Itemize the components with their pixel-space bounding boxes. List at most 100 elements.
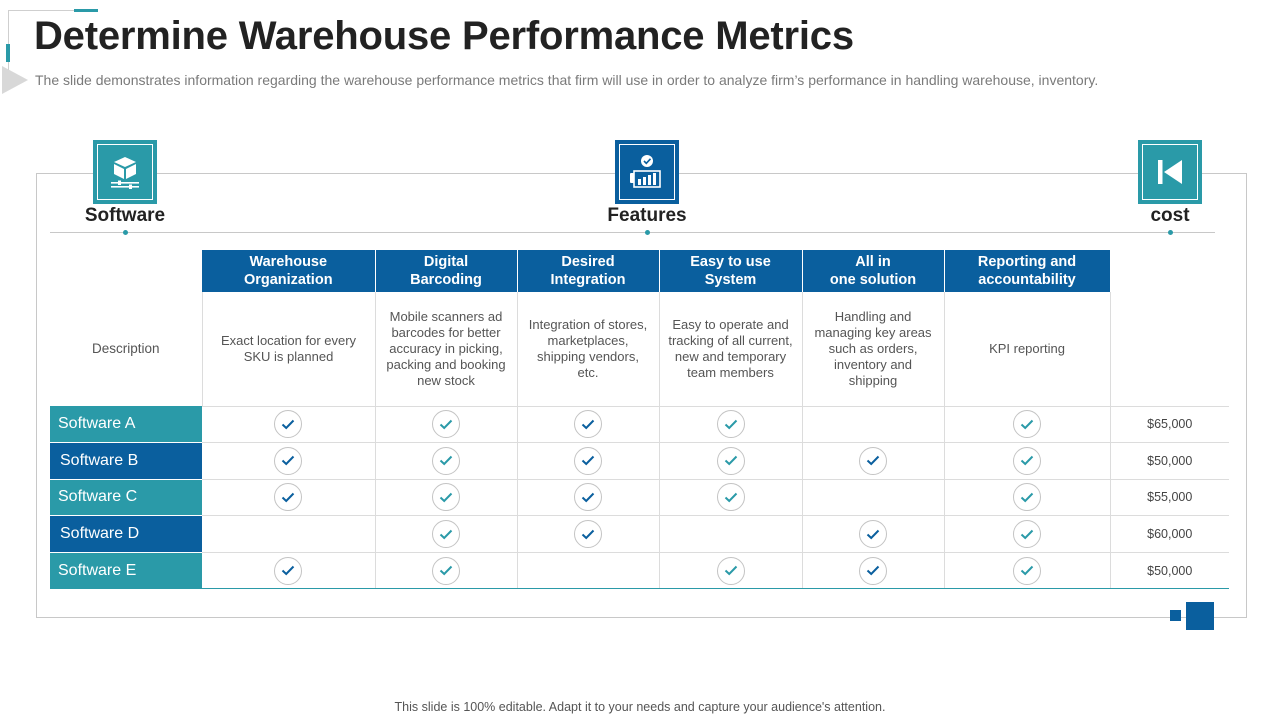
feature-name: Barcoding: [410, 272, 482, 288]
cost-header-label: cost: [1150, 205, 1190, 226]
decorative-accent: [6, 44, 10, 62]
feature-check-cell: [944, 479, 1111, 517]
feature-check-cell: [802, 552, 945, 590]
feature-name: Easy to use: [690, 254, 771, 270]
feature-check-cell: [802, 479, 945, 517]
decorative-accent: [74, 9, 98, 12]
package-settings-icon: [111, 157, 139, 189]
feature-description: Exact location for every SKU is planned: [202, 292, 376, 407]
feature-name: one solution: [829, 272, 917, 288]
page-title: Determine Warehouse Performance Metrics: [34, 14, 854, 58]
check-mark-icon: [581, 492, 595, 503]
feature-name: Integration: [550, 272, 626, 288]
feature-check-cell: [375, 406, 518, 444]
feature-check-cell: [659, 479, 803, 517]
software-name: Software B: [50, 442, 202, 480]
feature-check-cell: [375, 515, 518, 553]
check-mark-icon: [439, 565, 453, 576]
check-circle-icon: [432, 483, 460, 512]
table-row: Software E $50,000: [50, 552, 1229, 590]
check-circle-icon: [432, 410, 460, 439]
table-row: Software C $55,000: [50, 479, 1229, 517]
feature-check-cell: [375, 479, 518, 517]
table-row: Software A $65,000: [50, 406, 1229, 444]
check-circle-icon: [716, 446, 745, 475]
check-mark-icon: [282, 565, 295, 576]
check-mark-icon: [724, 565, 737, 576]
software-cost: $50,000: [1110, 442, 1229, 480]
check-mark-icon: [866, 529, 880, 539]
check-mark-icon: [439, 529, 453, 539]
feature-check-cell: [202, 515, 376, 553]
feature-check-cell: [517, 442, 660, 480]
feature-header-cell: Digital Barcoding: [375, 250, 518, 292]
check-circle-icon: [716, 410, 745, 439]
check-mark-icon: [282, 456, 295, 466]
feature-header-cell: Reporting and accountability: [944, 250, 1111, 292]
check-circle-icon: [574, 483, 602, 512]
decorative-square: [1186, 602, 1214, 630]
feature-check-cell: [944, 552, 1111, 590]
feature-check-cell: [802, 406, 945, 444]
check-mark-icon: [439, 492, 453, 503]
decorative-arrow-icon: [2, 66, 28, 94]
description-label: Description: [50, 292, 203, 406]
software-header-icon: [93, 140, 157, 204]
check-circle-icon: [432, 556, 460, 585]
feature-check-cell: [802, 515, 945, 553]
check-mark-icon: [866, 456, 880, 466]
description-empty: [1110, 292, 1229, 407]
check-circle-icon: [859, 520, 887, 549]
software-cost: $55,000: [1110, 479, 1229, 517]
feature-description: Integration of stores, marketplaces, shi…: [517, 292, 660, 407]
check-circle-icon: [574, 446, 602, 475]
software-header-label: Software: [84, 205, 166, 226]
feature-header-cell: Warehouse Organization: [202, 250, 376, 292]
check-mark-icon: [439, 456, 453, 466]
feature-header-cell: Easy to use System: [659, 250, 803, 292]
software-cost: $60,000: [1110, 515, 1229, 553]
check-mark-icon: [724, 456, 737, 466]
check-circle-icon: [859, 556, 887, 585]
feature-name: Organization: [243, 272, 333, 288]
feature-check-cell: [202, 442, 376, 480]
feature-check-cell: [944, 442, 1111, 480]
feature-check-cell: [659, 442, 803, 480]
software-cost: $65,000: [1110, 406, 1229, 444]
check-circle-icon: [1013, 520, 1041, 549]
check-mark-icon: [581, 529, 595, 539]
feature-check-cell: [202, 552, 376, 590]
check-circle-icon: [432, 520, 460, 549]
check-mark-icon: [1020, 456, 1034, 466]
software-name: Software A: [50, 406, 202, 444]
check-circle-icon: [859, 446, 887, 475]
decorative-line: [8, 10, 74, 11]
check-mark-icon: [282, 419, 295, 430]
software-name: Software D: [50, 515, 202, 553]
check-circle-icon: [274, 483, 303, 512]
feature-check-cell: [659, 515, 803, 553]
feature-header-cell: Desired Integration: [517, 250, 660, 292]
features-header-icon: [615, 140, 679, 204]
feature-check-cell: [202, 406, 376, 444]
presenter-chart-check-icon: [630, 155, 661, 188]
header-divider: [50, 232, 1215, 233]
table-row: Software B $50,000: [50, 442, 1229, 480]
feature-check-cell: [802, 442, 945, 480]
check-circle-icon: [1013, 483, 1041, 512]
check-mark-icon: [724, 492, 737, 503]
check-circle-icon: [1013, 556, 1041, 585]
feature-check-cell: [375, 552, 518, 590]
table-row: Software D $60,000: [50, 515, 1229, 553]
footer-note: This slide is 100% editable. Adapt it to…: [394, 700, 886, 714]
check-mark-icon: [581, 456, 595, 466]
check-mark-icon: [724, 419, 737, 430]
divider-dot: [1168, 230, 1173, 235]
check-circle-icon: [1013, 446, 1041, 475]
feature-check-cell: [517, 479, 660, 517]
feature-description: Easy to operate and tracking of all curr…: [659, 292, 803, 407]
check-mark-icon: [866, 565, 880, 576]
feature-name: Warehouse: [249, 254, 328, 270]
check-circle-icon: [432, 446, 460, 475]
check-circle-icon: [716, 483, 745, 512]
